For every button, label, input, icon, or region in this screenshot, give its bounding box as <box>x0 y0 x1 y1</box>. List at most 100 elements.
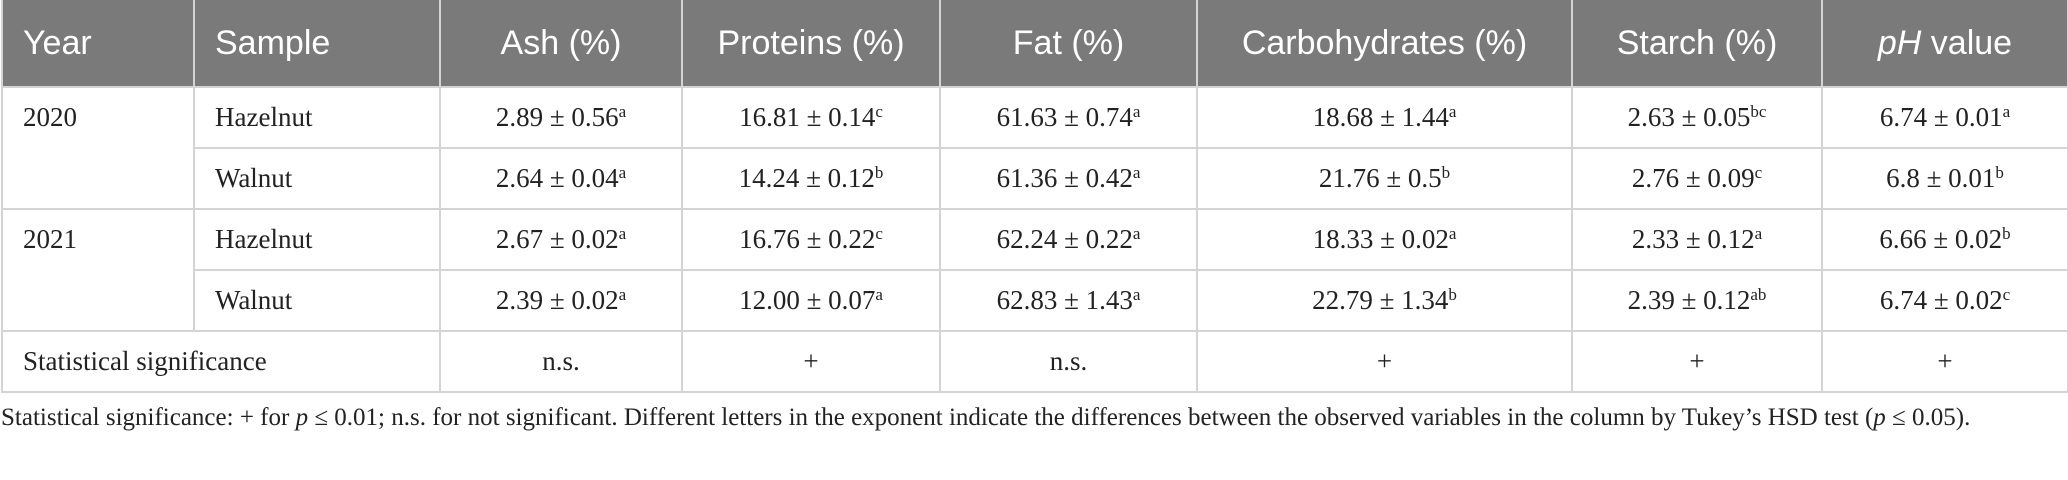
mean-sd: 22.79 ± 1.34 <box>1312 285 1449 315</box>
year-cell: 2021 <box>1 208 195 332</box>
mean-sd: 61.63 ± 0.74 <box>996 102 1133 132</box>
table-row: 2020 Hazelnut 2.89 ± 0.56a 16.81 ± 0.14c 61.… <box>1 86 2068 210</box>
significance-cell: + <box>1821 330 2068 393</box>
mean-sd: 21.76 ± 0.5 <box>1318 163 1442 193</box>
tukey-letter: c <box>1754 163 1763 182</box>
tukey-letter: b <box>1448 285 1457 304</box>
tukey-letter: c <box>2002 285 2011 304</box>
mean-sd: 2.89 ± 0.56 <box>495 102 619 132</box>
footnote-p-symbol: p <box>295 404 309 431</box>
header-year: Year <box>1 0 195 88</box>
sample-cell: Hazelnut <box>193 86 441 149</box>
mean-sd: 61.36 ± 0.42 <box>996 163 1133 193</box>
value-cell: 62.24 ± 0.22a <box>939 208 1198 271</box>
header-fat: Fat (%) <box>939 0 1198 88</box>
mean-sd: 62.83 ± 1.43 <box>996 285 1133 315</box>
mean-sd: 2.67 ± 0.02 <box>495 224 619 254</box>
value-cell: 2.64 ± 0.04a <box>439 147 683 210</box>
mean-sd: 6.74 ± 0.02 <box>1879 285 2003 315</box>
tukey-letter: c <box>875 224 883 243</box>
composition-table: Year Sample Ash (%) Proteins (%) Fat (%)… <box>1 0 2068 393</box>
sample-cell: Hazelnut <box>193 208 441 271</box>
value-cell: 21.76 ± 0.5b <box>1196 147 1573 210</box>
tukey-letter: a <box>618 102 627 121</box>
tukey-letter: ab <box>1750 285 1767 304</box>
header-ph: pH value <box>1821 0 2068 88</box>
mean-sd: 16.81 ± 0.14 <box>739 102 876 132</box>
mean-sd: 62.24 ± 0.22 <box>996 224 1133 254</box>
mean-sd: 2.64 ± 0.04 <box>495 163 619 193</box>
year-cell: 2020 <box>1 86 195 210</box>
value-cell: 16.76 ± 0.22c <box>681 208 941 271</box>
significance-label: Statistical significance <box>1 330 441 393</box>
footnote-text-1: Statistical significance: + for <box>1 404 296 431</box>
tukey-letter: a <box>618 224 627 243</box>
value-cell: 61.36 ± 0.42a <box>939 147 1198 210</box>
tukey-letter: c <box>875 102 883 121</box>
value-cell: 2.89 ± 0.56a <box>439 86 683 149</box>
header-ash: Ash (%) <box>439 0 683 88</box>
mean-sd: 6.8 ± 0.01 <box>1886 163 1996 193</box>
sample-cell: Walnut <box>193 147 441 210</box>
tukey-letter: a <box>1132 102 1141 121</box>
significance-cell: + <box>681 330 941 393</box>
tukey-letter: a <box>1132 163 1141 182</box>
value-cell: 6.8 ± 0.01b <box>1821 147 2068 210</box>
mean-sd: 18.33 ± 0.02 <box>1312 224 1449 254</box>
value-cell: 2.39 ± 0.02a <box>439 269 683 332</box>
value-cell: 2.33 ± 0.12a <box>1571 208 1823 271</box>
significance-row: Statistical significance n.s. + n.s. + + + <box>1 330 2068 393</box>
value-cell: 61.63 ± 0.74a <box>939 86 1198 149</box>
tukey-letter: bc <box>1750 102 1767 121</box>
value-cell: 6.66 ± 0.02b <box>1821 208 2068 271</box>
tukey-letter: b <box>874 163 884 182</box>
mean-sd: 2.39 ± 0.02 <box>495 285 619 315</box>
mean-sd: 16.76 ± 0.22 <box>739 224 876 254</box>
tukey-letter: a <box>1132 224 1141 243</box>
footnote-p-symbol: p <box>1873 404 1886 431</box>
table-row: Walnut 2.39 ± 0.02a 12.00 ± 0.07a 62.83 ± 1… <box>2 269 2068 332</box>
table-container: Year Sample Ash (%) Proteins (%) Fat (%)… <box>1 0 2068 431</box>
header-sample: Sample <box>193 0 441 88</box>
tukey-letter: a <box>1448 102 1457 121</box>
tukey-letter: b <box>2002 224 2011 243</box>
sample-cell: Walnut <box>193 269 441 332</box>
value-cell: 2.63 ± 0.05bc <box>1571 86 1823 149</box>
significance-cell: n.s. <box>439 330 683 393</box>
header-row: Year Sample Ash (%) Proteins (%) Fat (%)… <box>1 0 2068 88</box>
table-body: 2020 Hazelnut 2.89 ± 0.56a 16.81 ± 0.14c 61.… <box>1 86 2068 393</box>
footnote-text-2: ≤ 0.01; n.s. for not significant. Differ… <box>308 404 1874 431</box>
tukey-letter: a <box>1448 224 1457 243</box>
mean-sd: 2.63 ± 0.05 <box>1627 102 1751 132</box>
header-ph-label: value <box>1921 23 2013 62</box>
tukey-letter: b <box>1441 163 1451 182</box>
mean-sd: 6.66 ± 0.02 <box>1879 224 2003 254</box>
value-cell: 16.81 ± 0.14c <box>681 86 941 149</box>
value-cell: 2.76 ± 0.09c <box>1571 147 1823 210</box>
mean-sd: 12.00 ± 0.07 <box>739 285 876 315</box>
value-cell: 14.24 ± 0.12b <box>681 147 941 210</box>
table-row: 2021 Hazelnut 2.67 ± 0.02a 16.76 ± 0.22c 62.… <box>1 208 2068 332</box>
significance-cell: n.s. <box>939 330 1198 393</box>
tukey-letter: a <box>1132 285 1141 304</box>
header-proteins: Proteins (%) <box>681 0 941 88</box>
mean-sd: 18.68 ± 1.44 <box>1312 102 1449 132</box>
tukey-letter: a <box>2002 102 2011 121</box>
mean-sd: 2.39 ± 0.12 <box>1627 285 1751 315</box>
tukey-letter: a <box>1754 224 1763 243</box>
mean-sd: 2.33 ± 0.12 <box>1631 224 1755 254</box>
tukey-letter: a <box>875 285 883 304</box>
value-cell: 6.74 ± 0.02c <box>1821 269 2068 332</box>
value-cell: 22.79 ± 1.34b <box>1196 269 1573 332</box>
value-cell: 18.68 ± 1.44a <box>1196 86 1573 149</box>
value-cell: 2.67 ± 0.02a <box>439 208 683 271</box>
mean-sd: 14.24 ± 0.12 <box>738 163 875 193</box>
significance-cell: + <box>1196 330 1573 393</box>
value-cell: 62.83 ± 1.43a <box>939 269 1198 332</box>
value-cell: 12.00 ± 0.07a <box>681 269 941 332</box>
significance-cell: + <box>1571 330 1823 393</box>
header-carbohydrates: Carbohydrates (%) <box>1196 0 1573 88</box>
table-row: Walnut 2.64 ± 0.04a 14.24 ± 0.12b 61.36 ± 0… <box>2 147 2068 210</box>
mean-sd: 6.74 ± 0.01 <box>1879 102 2003 132</box>
tukey-letter: a <box>618 163 627 182</box>
